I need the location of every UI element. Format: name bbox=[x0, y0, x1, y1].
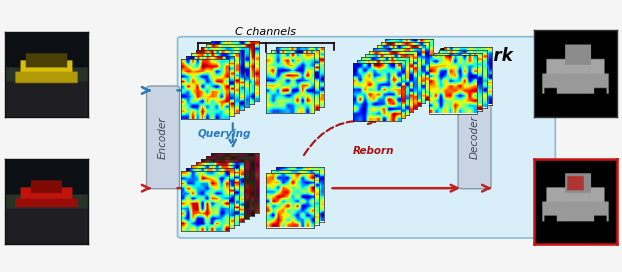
Text: Encoder: Encoder bbox=[158, 116, 168, 159]
Text: ...: ... bbox=[279, 178, 292, 191]
Text: Reborn: Reborn bbox=[353, 146, 394, 156]
Text: ...: ... bbox=[279, 85, 292, 98]
Text: Querying: Querying bbox=[198, 129, 251, 139]
Text: Decoder: Decoder bbox=[470, 116, 480, 159]
Text: AllSpark: AllSpark bbox=[434, 47, 513, 65]
FancyBboxPatch shape bbox=[458, 86, 491, 189]
Text: ...: ... bbox=[407, 85, 419, 98]
FancyBboxPatch shape bbox=[147, 86, 179, 189]
Text: C channels: C channels bbox=[235, 27, 296, 37]
FancyBboxPatch shape bbox=[177, 37, 555, 238]
